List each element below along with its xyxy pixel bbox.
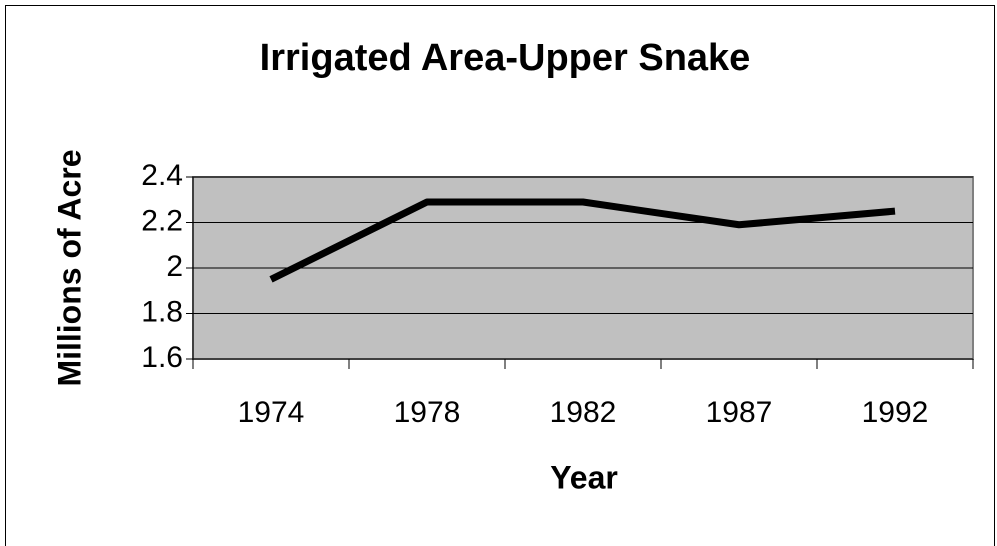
x-tick-label: 1982 (550, 396, 617, 429)
y-tick-label: 2.4 (141, 159, 183, 192)
x-axis-title: Year (550, 459, 618, 495)
y-tick-label: 2.2 (141, 204, 183, 237)
y-tick-label: 1.8 (141, 295, 183, 328)
chart-title: Irrigated Area-Upper Snake (260, 37, 751, 79)
y-tick-label: 1.6 (141, 341, 183, 374)
y-tick-label: 2 (166, 250, 183, 283)
x-tick-label: 1974 (238, 396, 305, 429)
data-line (269, 198, 896, 283)
x-tick-label: 1992 (862, 396, 929, 429)
x-tick-label: 1978 (394, 396, 461, 429)
x-tick-label: 1987 (706, 396, 773, 429)
y-axis-title: Millions of Acre (51, 149, 87, 386)
